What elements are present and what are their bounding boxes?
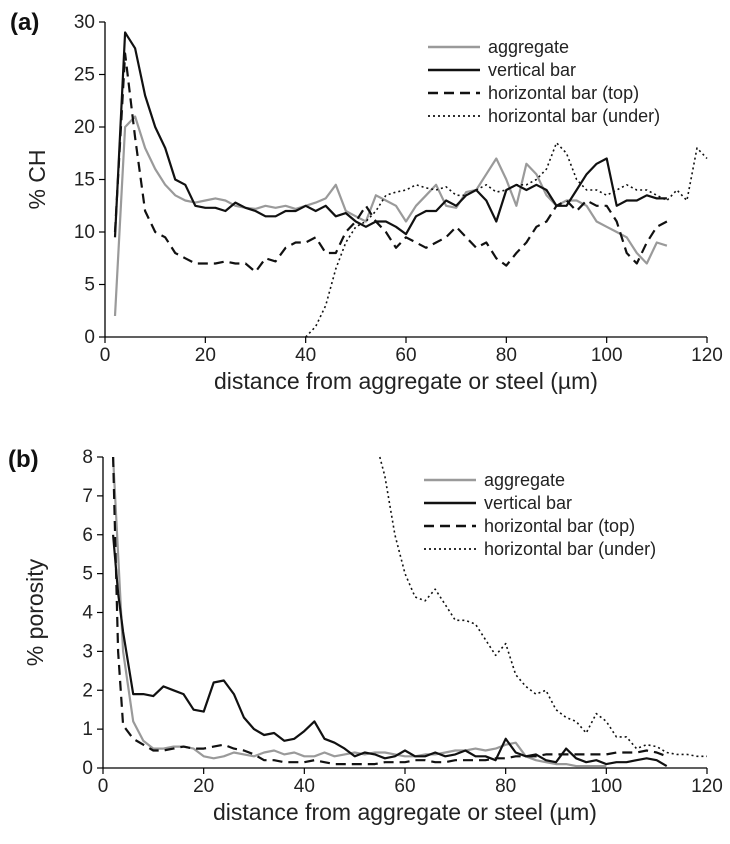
y-tick-label: 6 (82, 525, 93, 546)
y-tick-label: 2 (82, 680, 93, 701)
y-tick-label: 1 (82, 719, 93, 740)
series-line-horizontal-bar-top (113, 52, 668, 273)
x-tick-label: 40 (294, 776, 315, 797)
series-line-horizontal-bar-top (112, 456, 668, 766)
legend-label: horizontal bar (top) (484, 516, 635, 536)
x-tick-label: 100 (591, 345, 623, 366)
x-axis-label: distance from aggregate or steel (µm) (213, 799, 597, 825)
y-tick-label: 10 (74, 222, 95, 243)
y-tick-label: 4 (82, 603, 93, 624)
x-tick-label: 120 (691, 345, 723, 366)
y-tick-label: 5 (82, 564, 93, 585)
x-tick-label: 100 (590, 776, 622, 797)
series-line-aggregate (113, 115, 668, 317)
panel-label: (b) (8, 446, 39, 473)
y-tick-label: 15 (74, 170, 95, 191)
legend-label: horizontal bar (under) (484, 539, 656, 559)
legend-label: vertical bar (484, 493, 572, 513)
y-tick-label: 5 (84, 275, 95, 296)
y-axis-label: % porosity (22, 558, 48, 666)
x-axis-label: distance from aggregate or steel (µm) (214, 368, 598, 394)
y-tick-label: 7 (82, 486, 93, 507)
legend-label: horizontal bar (under) (488, 106, 660, 126)
y-tick-label: 30 (74, 12, 95, 33)
chart-panel-a: 0 5 10 15 20 25 30 0 20 40 60 80 100 120 distance from… (10, 9, 723, 394)
y-tick-label: 3 (82, 641, 93, 662)
x-tick-label: 60 (395, 345, 416, 366)
x-tick-label: 0 (100, 345, 111, 366)
x-tick-label: 120 (691, 776, 723, 797)
y-axis-label: % CH (24, 149, 50, 209)
series-line-horizontal-bar-under (305, 142, 708, 337)
x-tick-label: 80 (495, 776, 516, 797)
panel-label: (a) (10, 9, 39, 36)
x-tick-label: 80 (496, 345, 517, 366)
series-line-vertical-bar (112, 534, 668, 768)
y-tick-label: 0 (82, 758, 93, 779)
y-tick-label: 0 (84, 327, 95, 348)
x-tick-label: 40 (295, 345, 316, 366)
x-tick-label: 60 (394, 776, 415, 797)
x-tick-label: 20 (193, 776, 214, 797)
y-tick-label: 20 (74, 117, 95, 138)
x-tick-label: 20 (195, 345, 216, 366)
legend-label: horizontal bar (top) (488, 83, 639, 103)
y-tick-label: 25 (74, 65, 95, 86)
series-line-vertical-bar (113, 31, 667, 238)
legend-label: aggregate (488, 37, 569, 57)
y-tick-label: 8 (82, 447, 93, 468)
legend-label: vertical bar (488, 60, 576, 80)
legend-label: aggregate (484, 470, 565, 490)
x-tick-label: 0 (98, 776, 109, 797)
